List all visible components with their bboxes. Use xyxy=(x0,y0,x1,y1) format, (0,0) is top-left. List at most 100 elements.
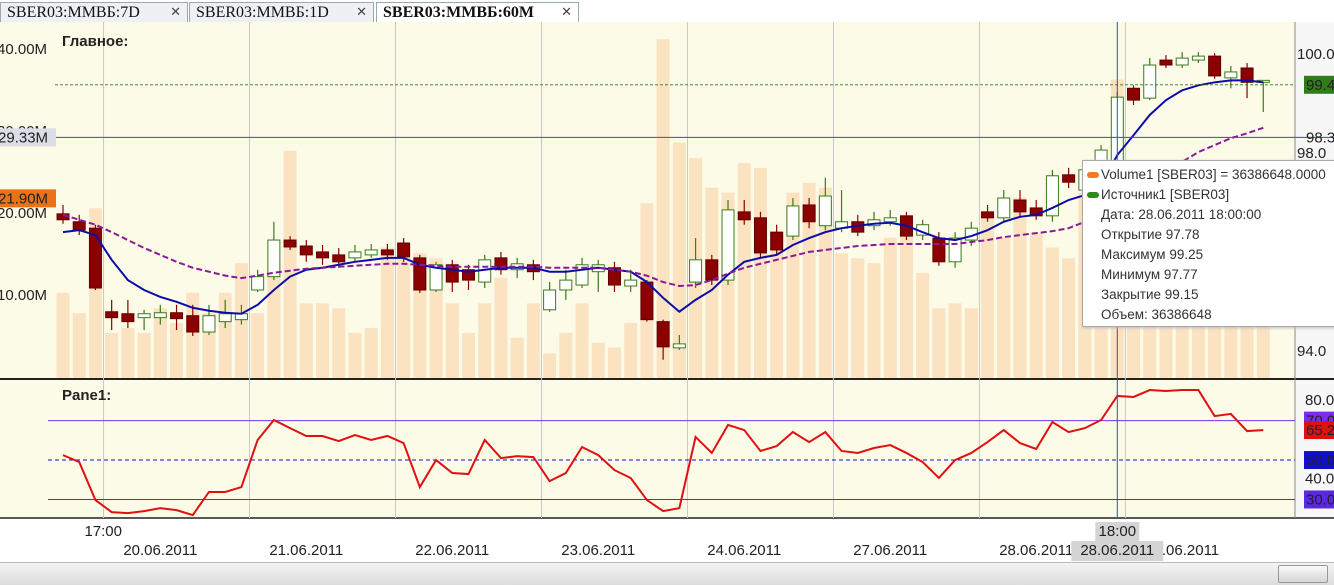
crosshair-time-bg xyxy=(1095,522,1140,542)
volume-bar xyxy=(397,253,411,378)
tab[interactable]: SBER03:ММВБ:60M ✕ xyxy=(376,2,579,22)
candle-body xyxy=(1127,87,1141,101)
candle-body xyxy=(640,281,654,321)
candle-body xyxy=(153,312,167,319)
tooltip-text: Источник1 [SBER03] xyxy=(1101,187,1230,202)
y-tick-label: 98.0 xyxy=(1297,145,1326,162)
volume-bar xyxy=(964,308,978,378)
tooltip-line: Источник1 [SBER03] xyxy=(1087,185,1334,205)
volume-bar xyxy=(818,187,832,378)
volume-bar xyxy=(494,277,508,378)
candle-body xyxy=(559,279,573,291)
volume-bar xyxy=(364,327,378,378)
x-tick-label: 28.06.2011 xyxy=(999,542,1073,559)
candle-body xyxy=(218,313,232,323)
tooltip-text: Максимум 99.25 xyxy=(1101,247,1204,262)
volume-bar xyxy=(121,327,135,378)
x-tick-label: 23.06.2011 xyxy=(561,542,635,559)
candle-body xyxy=(137,313,151,319)
volume-bar xyxy=(1240,313,1254,378)
moving-average xyxy=(62,126,1264,288)
volume-bar xyxy=(997,237,1011,378)
candle-body xyxy=(429,264,443,291)
tab-label: SBER03:ММВБ:7D xyxy=(7,4,140,21)
tab[interactable]: SBER03:ММВБ:1D ✕ xyxy=(189,2,374,22)
volume-bar xyxy=(656,39,670,379)
volume-bar xyxy=(283,150,297,378)
candle-body xyxy=(299,245,313,256)
volume-bar xyxy=(883,237,897,378)
moving-average xyxy=(62,79,1264,315)
candle-body xyxy=(1143,64,1157,99)
volume-bar xyxy=(672,142,686,378)
price-marker-bg xyxy=(1304,75,1334,94)
crosshair-time: 18:00 xyxy=(1099,523,1137,540)
candle-body xyxy=(721,209,735,281)
candle-body xyxy=(186,315,200,333)
volume-bar xyxy=(153,308,167,378)
volume-tick-label: 20.00M xyxy=(0,205,47,222)
rsi-pane xyxy=(0,380,1295,518)
volume-bar xyxy=(916,273,930,378)
volume-bar xyxy=(445,303,459,378)
tab[interactable]: SBER03:ММВБ:7D ✕ xyxy=(0,2,188,22)
volume-bar xyxy=(607,347,621,378)
volume-bar xyxy=(332,308,346,378)
close-icon[interactable]: ✕ xyxy=(356,5,367,20)
candle-body xyxy=(1224,71,1238,79)
candle-body xyxy=(494,257,508,271)
candle-body xyxy=(786,205,800,237)
y-tick-label: 100.0 xyxy=(1297,46,1334,63)
volume-bar xyxy=(348,332,362,378)
tooltip-line: Volume1 [SBER03] = 36386648.0000 xyxy=(1087,165,1334,185)
crosshair-date-bg xyxy=(1071,541,1164,561)
candle-body xyxy=(689,259,703,283)
candle-body xyxy=(462,269,475,281)
candle-body xyxy=(1175,57,1189,66)
grid xyxy=(103,22,1126,518)
candle-body xyxy=(348,251,362,259)
candle-body xyxy=(364,249,378,256)
crosshair-price: 98.3 xyxy=(1306,129,1334,146)
candle-body xyxy=(656,321,670,348)
scrollbar[interactable] xyxy=(0,562,1334,585)
candle-body xyxy=(1159,59,1173,66)
candle-body xyxy=(883,217,897,223)
scroll-thumb[interactable] xyxy=(1278,565,1328,583)
volume-bar xyxy=(851,258,865,378)
candle-body xyxy=(1191,55,1205,61)
volume-bar xyxy=(899,218,913,378)
candle-body xyxy=(397,242,411,258)
volume-bar xyxy=(316,303,330,378)
y-tick-label: 40.0 xyxy=(1305,471,1334,488)
rsi-line xyxy=(62,389,1264,517)
x-tick-label: 29.06.2011 xyxy=(1145,542,1219,559)
volume-bar xyxy=(462,332,475,378)
candle-body xyxy=(56,213,70,221)
candle-body xyxy=(543,289,557,311)
crosshair-volume: 29.33M xyxy=(0,129,48,146)
close-icon[interactable]: ✕ xyxy=(170,5,181,20)
candle-body xyxy=(267,239,281,278)
candle-body xyxy=(251,276,265,291)
candle-body xyxy=(88,227,102,289)
candle-body xyxy=(170,312,184,320)
candle-body xyxy=(1208,55,1222,77)
volume-bar xyxy=(170,323,184,378)
crosshair-volume-bg xyxy=(0,128,56,147)
pane-title: Pane1: xyxy=(62,387,111,404)
tooltip: Volume1 [SBER03] = 36386648.0000 Источни… xyxy=(1082,160,1334,327)
volume-bar xyxy=(510,337,524,378)
volume-bar xyxy=(380,247,394,378)
candle-body xyxy=(624,279,638,287)
tab-label: SBER03:ММВБ:1D xyxy=(196,4,329,21)
close-icon[interactable]: ✕ xyxy=(561,5,572,20)
candle-body xyxy=(981,211,995,219)
y-tick-label: 94.0 xyxy=(1297,343,1326,360)
candle-body xyxy=(283,239,297,248)
volume-bar xyxy=(251,313,265,378)
volume-marker-bg xyxy=(0,189,56,208)
x-tick-label: 24.06.2011 xyxy=(707,542,781,559)
